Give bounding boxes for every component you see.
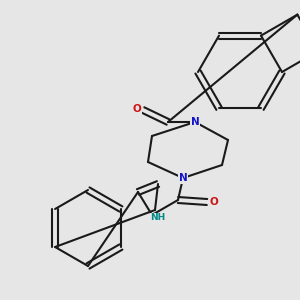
Text: N: N — [178, 173, 188, 183]
Text: NH: NH — [150, 213, 166, 222]
Text: O: O — [133, 103, 141, 113]
Text: N: N — [190, 117, 200, 127]
Text: O: O — [209, 197, 218, 207]
